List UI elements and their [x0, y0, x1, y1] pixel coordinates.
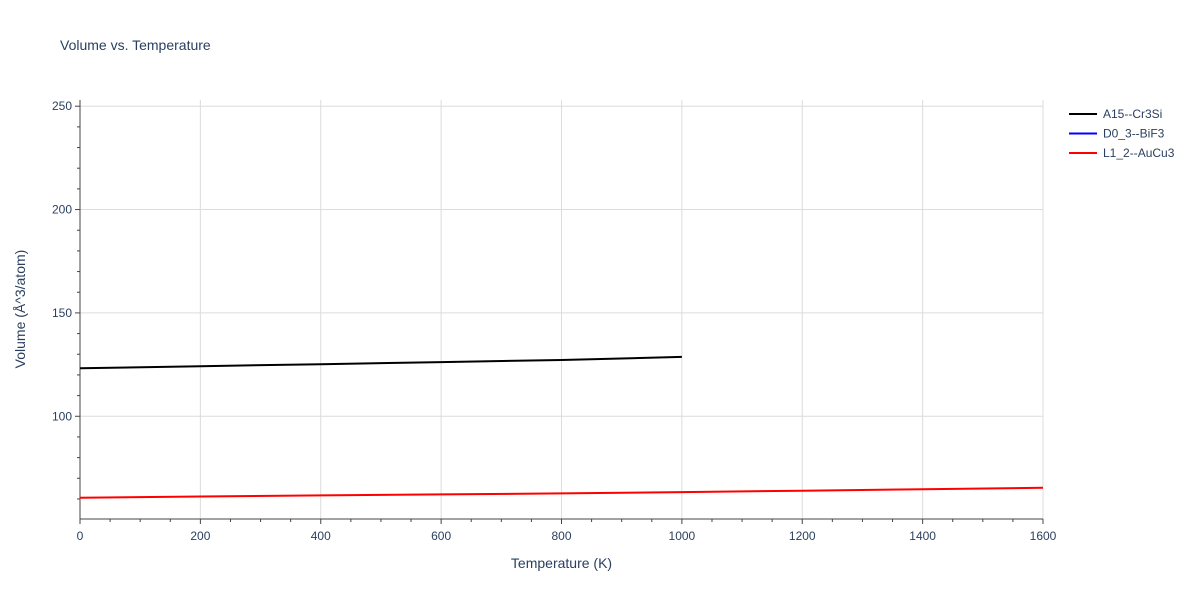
x-tick-label: 1000	[669, 529, 696, 543]
y-axis-title: Volume (Å^3/atom)	[12, 250, 28, 369]
tick-labels: 0 200 400 600 800 1000 1200 1400 1600 100 150 200 25…	[52, 99, 1057, 543]
series-line-2	[79, 486, 1044, 499]
y-tick-label: 100	[52, 409, 72, 423]
legend[interactable]: A15--Cr3Si D0_3--BiF3 L1_2--AuCu3	[1069, 107, 1175, 160]
chart-title: Volume vs. Temperature	[60, 37, 211, 53]
x-tick-label: 200	[190, 529, 210, 543]
x-tick-label: 800	[551, 529, 571, 543]
axes	[75, 100, 1044, 524]
y-tick-label: 250	[52, 99, 72, 113]
y-tick-label: 150	[52, 306, 72, 320]
x-tick-label: 0	[77, 529, 84, 543]
legend-item-0[interactable]: A15--Cr3Si	[1069, 107, 1162, 121]
x-axis-title: Temperature (K)	[511, 555, 612, 571]
legend-label: D0_3--BiF3	[1103, 127, 1165, 141]
y-tick-label: 200	[52, 203, 72, 217]
data-series	[79, 355, 1044, 499]
legend-item-2[interactable]: L1_2--AuCu3	[1069, 146, 1175, 160]
legend-label: A15--Cr3Si	[1103, 107, 1162, 121]
x-tick-label: 400	[311, 529, 331, 543]
legend-label: L1_2--AuCu3	[1103, 146, 1175, 160]
x-tick-label: 1600	[1030, 529, 1057, 543]
x-tick-label: 1200	[789, 529, 816, 543]
x-tick-label: 600	[431, 529, 451, 543]
grid-lines	[80, 100, 1044, 519]
legend-item-1[interactable]: D0_3--BiF3	[1069, 127, 1165, 141]
series-line-0	[79, 355, 682, 370]
x-tick-label: 1400	[909, 529, 936, 543]
